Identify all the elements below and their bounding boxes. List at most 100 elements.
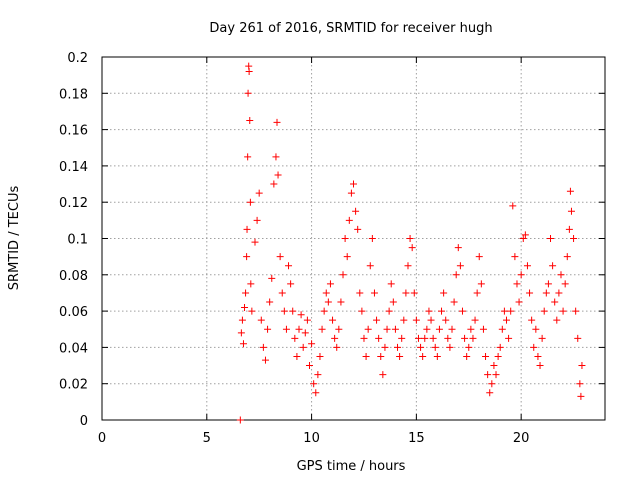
data-point — [404, 262, 412, 270]
data-point — [509, 202, 517, 210]
data-point — [246, 117, 254, 125]
data-point — [301, 329, 309, 337]
data-point — [310, 380, 318, 388]
data-point — [272, 153, 280, 161]
data-point — [444, 334, 452, 342]
data-point — [412, 316, 420, 324]
data-point — [519, 235, 527, 242]
data-point — [572, 307, 580, 315]
data-point — [396, 352, 404, 360]
data-point — [511, 253, 519, 261]
data-point — [326, 280, 334, 288]
data-point — [486, 389, 494, 397]
data-point — [377, 352, 385, 360]
data-point — [549, 262, 557, 270]
data-point — [427, 316, 435, 324]
data-point — [467, 325, 475, 333]
data-point — [477, 280, 485, 288]
data-point — [293, 352, 301, 360]
data-point — [473, 289, 481, 297]
data-point — [496, 343, 504, 351]
data-point — [383, 325, 391, 333]
data-point — [247, 280, 255, 288]
y-tick-label: 0.1 — [67, 233, 88, 248]
data-point — [498, 325, 506, 333]
data-point — [237, 329, 245, 337]
data-point — [305, 362, 313, 370]
y-tick-label: 0.16 — [59, 124, 88, 139]
data-point — [337, 298, 345, 306]
data-point — [479, 325, 487, 333]
data-point — [540, 307, 548, 315]
y-axis-label: SRMTID / TECUs — [7, 186, 22, 291]
y-tick-label: 0.2 — [67, 51, 88, 66]
data-point — [314, 371, 322, 379]
data-point — [244, 153, 252, 161]
data-point — [448, 325, 456, 333]
data-point — [505, 334, 513, 342]
data-point — [273, 118, 281, 126]
data-point — [433, 352, 441, 360]
grid-lines — [102, 57, 605, 420]
y-tick-label: 0.04 — [59, 341, 88, 356]
data-point — [402, 289, 410, 297]
data-point — [287, 280, 295, 288]
data-point — [257, 316, 265, 324]
data-point — [239, 340, 247, 348]
data-point — [544, 280, 552, 288]
y-tick-label: 0.18 — [59, 87, 88, 102]
data-point — [364, 325, 372, 333]
data-point — [385, 307, 393, 315]
data-point — [551, 298, 559, 306]
data-point — [429, 334, 437, 342]
data-point — [488, 380, 496, 388]
data-point — [435, 325, 443, 333]
data-point — [471, 316, 479, 324]
data-point — [492, 371, 500, 379]
data-point — [461, 334, 469, 342]
data-point — [414, 334, 422, 342]
data-point — [578, 362, 586, 370]
y-tick-label: 0.08 — [59, 269, 88, 284]
data-point — [375, 334, 383, 342]
data-point — [576, 380, 584, 388]
y-tick-label: 0.06 — [59, 305, 88, 320]
data-point — [565, 225, 573, 233]
data-point — [475, 253, 483, 261]
data-point — [484, 371, 492, 379]
data-point — [526, 289, 534, 297]
data-point — [276, 253, 284, 261]
data-point — [360, 334, 368, 342]
data-point — [567, 207, 575, 215]
data-point — [574, 334, 582, 342]
data-point — [264, 325, 272, 333]
data-point — [570, 235, 578, 242]
data-point — [440, 289, 448, 297]
data-point — [389, 298, 397, 306]
data-point — [299, 343, 307, 351]
data-point — [421, 334, 429, 342]
data-point — [282, 325, 290, 333]
data-point — [320, 307, 328, 315]
data-point — [331, 334, 339, 342]
data-point — [243, 253, 251, 261]
data-point — [557, 271, 565, 279]
data-point — [347, 189, 355, 197]
data-point — [515, 298, 523, 306]
axis-ticks: 0 0.02 0.04 0.06 0.08 0.1 0.12 0.14 0.16 0.18 0.2 0… — [59, 51, 605, 446]
data-point — [352, 207, 360, 215]
data-point — [244, 89, 252, 97]
data-point — [490, 362, 498, 370]
x-tick-label: 0 — [98, 431, 106, 446]
data-point — [517, 271, 525, 279]
data-point — [333, 343, 341, 351]
data-point — [297, 311, 305, 319]
data-point — [358, 307, 366, 315]
data-point — [456, 262, 464, 270]
data-point — [381, 343, 389, 351]
data-point — [458, 307, 466, 315]
data-point — [555, 289, 563, 297]
data-point — [356, 289, 364, 297]
data-point — [251, 238, 259, 246]
